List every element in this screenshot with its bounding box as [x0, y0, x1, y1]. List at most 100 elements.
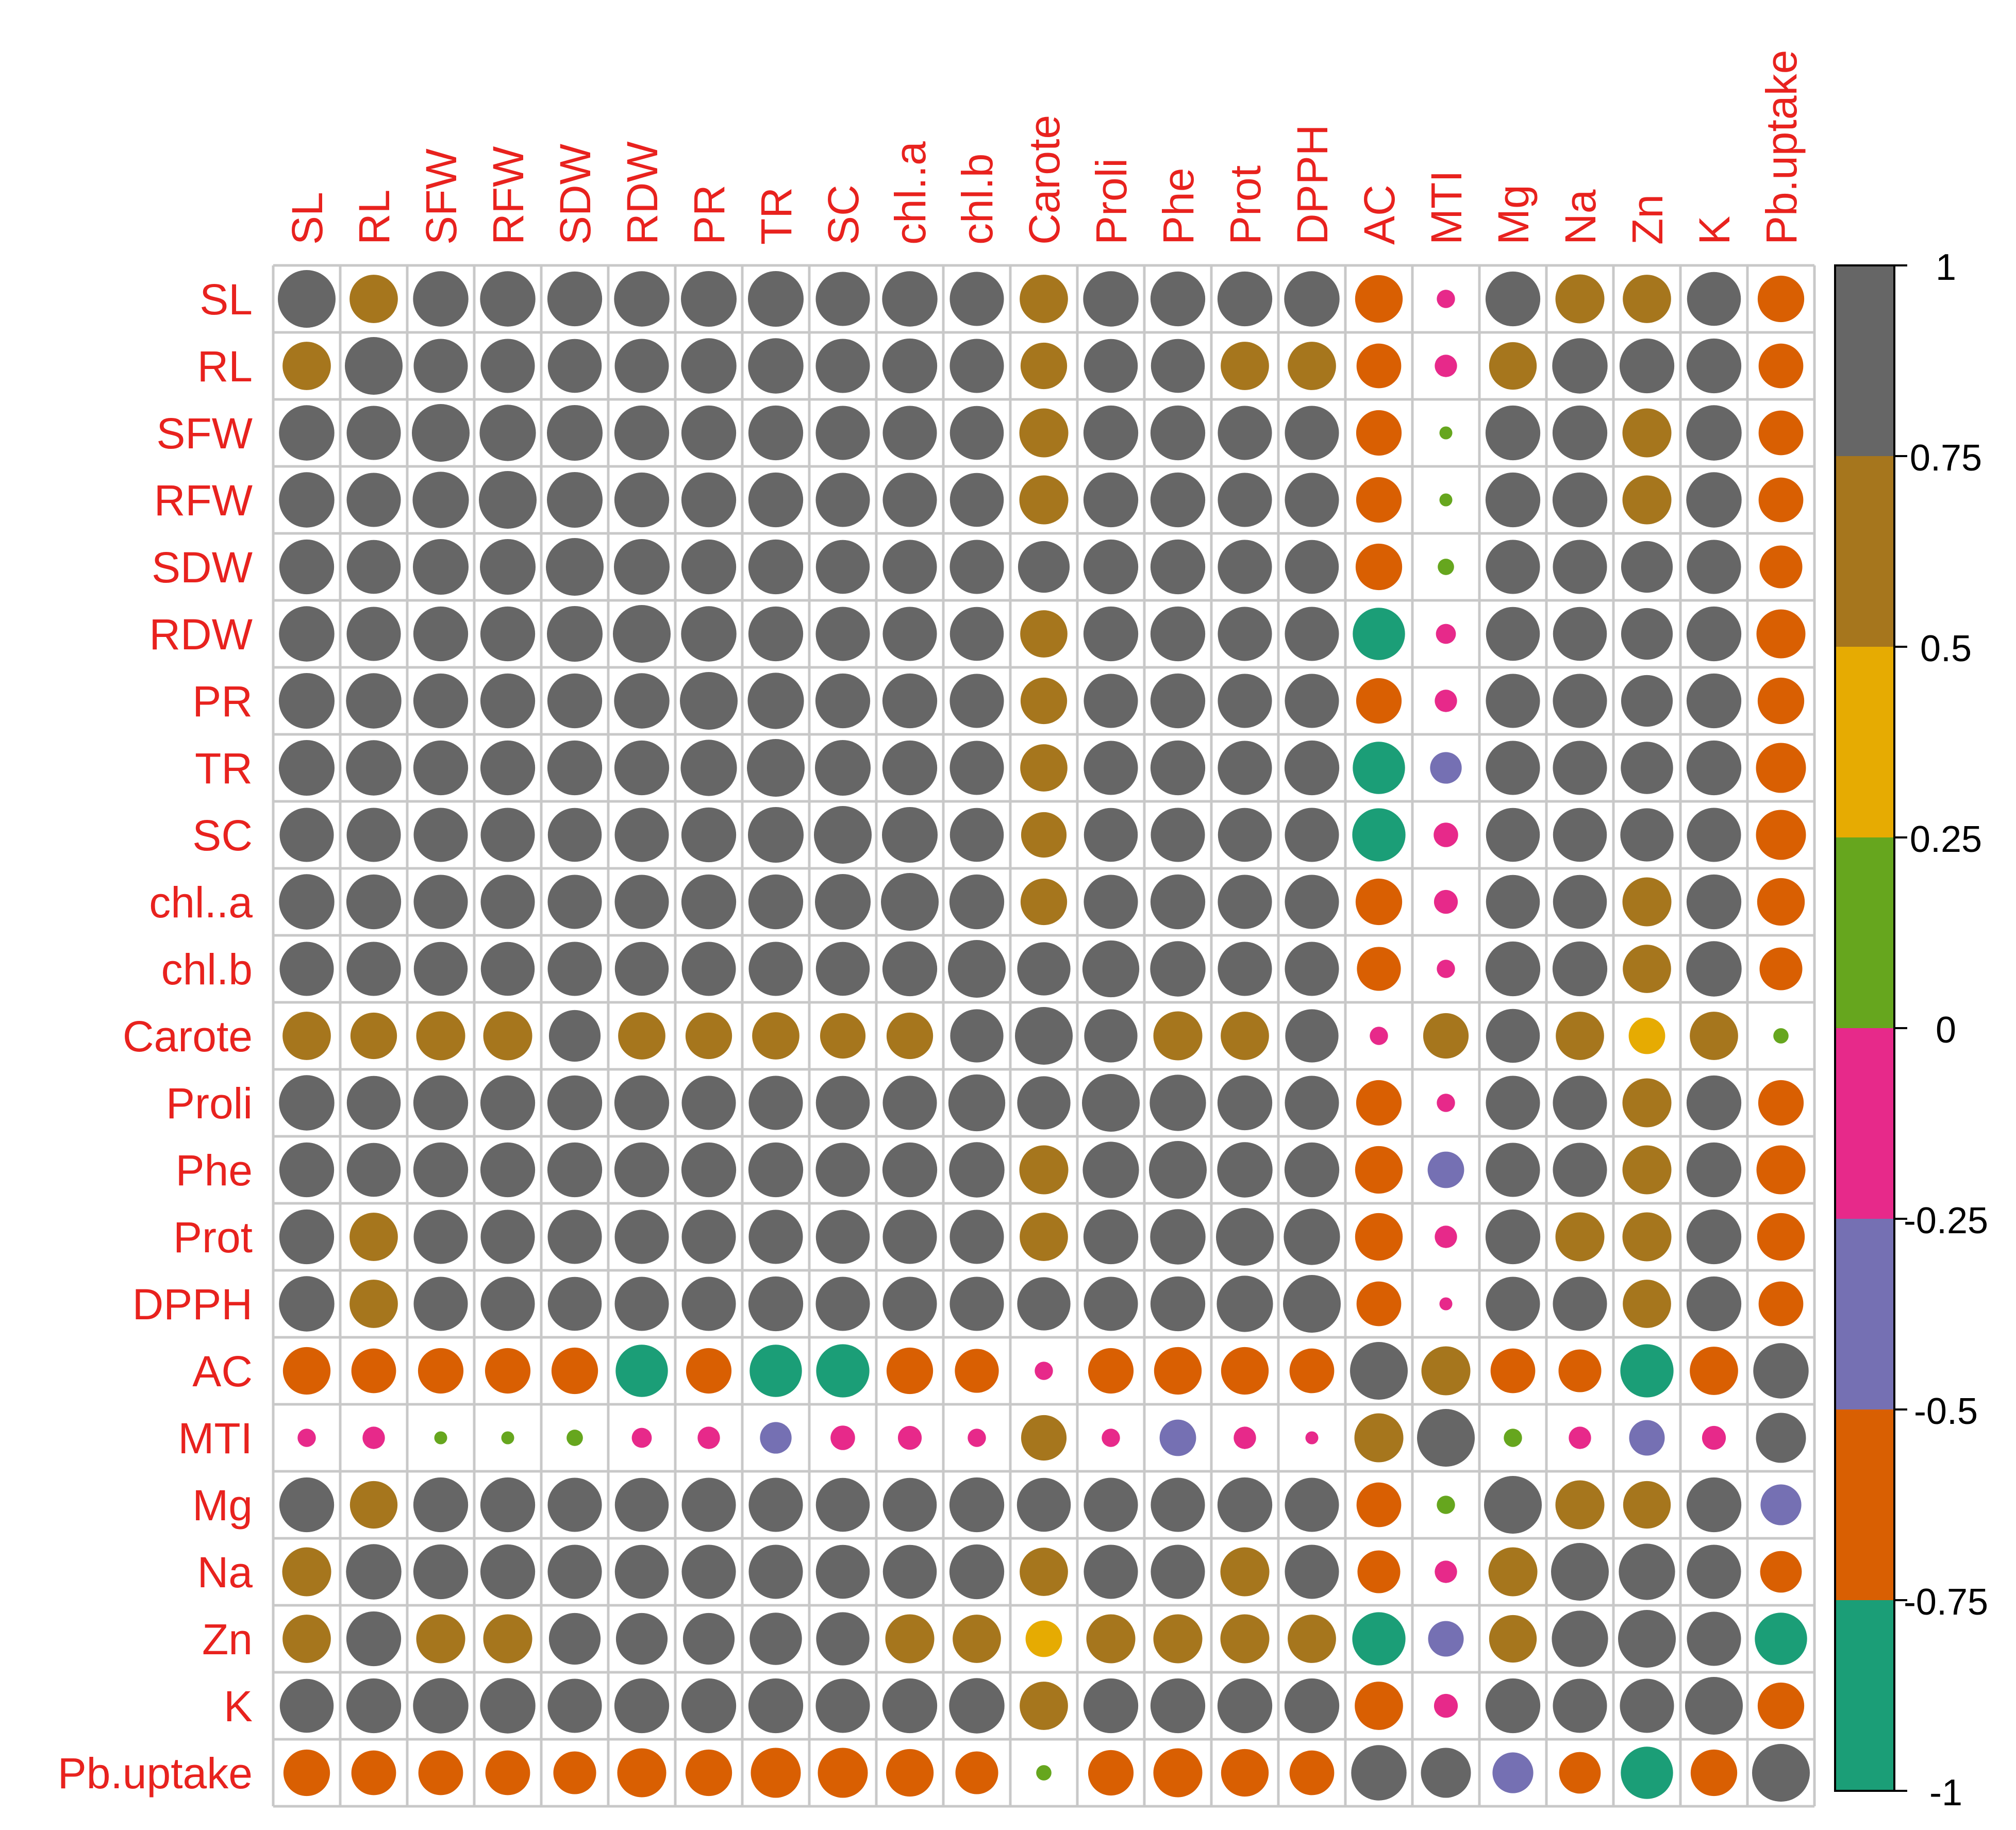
corr-circle-AC-RL	[351, 1348, 396, 1394]
row-label-SL: SL	[199, 275, 253, 324]
row-label-RL: RL	[197, 342, 253, 391]
corr-circle-RL-AC	[1356, 343, 1402, 389]
corr-circle-Pb.uptake-chl.b	[955, 1751, 998, 1794]
corr-circle-RDW-PR	[681, 606, 737, 662]
corr-circle-K-Na	[1553, 1678, 1607, 1733]
corr-circle-SDW-chl.b	[949, 540, 1004, 594]
corr-circle-SL-RDW	[614, 271, 670, 327]
corr-circle-SDW-Carote	[1018, 541, 1070, 593]
corr-circle-Prot-TR	[748, 1210, 803, 1264]
corr-circle-Proli-TR	[748, 1076, 803, 1130]
corr-circle-chl.b-AC	[1357, 947, 1401, 991]
corr-circle-DPPH-chl.b	[949, 1277, 1004, 1331]
row-label-chl.b: chl.b	[161, 945, 253, 994]
corr-circle-AC-K	[1690, 1347, 1738, 1395]
row-label-DPPH: DPPH	[132, 1280, 253, 1329]
corr-circle-RDW-MTI	[1436, 624, 1456, 644]
corr-circle-SFW-chl..a	[882, 406, 937, 460]
col-label-SDW: SDW	[551, 144, 599, 245]
corr-circle-Prot-SFW	[413, 1210, 468, 1264]
corr-circle-SFW-PR	[681, 405, 737, 461]
corr-circle-K-Prot	[1217, 1678, 1273, 1734]
corr-circle-TR-Pb.uptake	[1756, 743, 1806, 793]
corr-circle-SC-SC	[814, 806, 872, 864]
corr-circle-Pb.uptake-Phe	[1153, 1748, 1203, 1798]
corr-circle-chl.b-SL	[279, 942, 334, 996]
col-label-SL: SL	[283, 192, 331, 245]
corr-circle-chl.b-SC	[815, 942, 870, 996]
corr-circle-Zn-SDW	[548, 1613, 601, 1665]
corr-circle-SC-SDW	[547, 808, 602, 862]
corr-circle-Mg-SC	[815, 1478, 870, 1532]
corr-circle-SDW-Zn	[1621, 541, 1673, 593]
corr-circle-Carote-DPPH	[1285, 1009, 1339, 1063]
corr-circle-PR-Mg	[1486, 674, 1540, 728]
corr-circle-RL-TR	[748, 338, 804, 394]
legend-tick-label: -0.75	[1904, 1582, 1988, 1623]
corr-circle-SC-MTI	[1434, 822, 1458, 847]
corr-circle-DPPH-PR	[681, 1277, 736, 1331]
corr-circle-SC-PR	[681, 807, 737, 863]
corr-circle-Na-Prot	[1220, 1547, 1270, 1597]
corr-circle-MTI-DPPH	[1305, 1431, 1319, 1445]
corr-circle-SFW-Phe	[1150, 405, 1206, 461]
corr-circle-Proli-SFW	[413, 1075, 469, 1131]
corr-circle-RFW-Proli	[1083, 472, 1139, 528]
corr-circle-Na-RDW	[614, 1544, 669, 1599]
corr-circle-RL-chl..a	[882, 338, 938, 394]
col-label-RFW: RFW	[484, 146, 532, 245]
corr-circle-MTI-SFW	[434, 1431, 447, 1445]
corr-circle-Phe-Zn	[1622, 1145, 1672, 1195]
corr-circle-TR-DPPH	[1284, 740, 1340, 796]
corr-circle-SDW-Pb.uptake	[1759, 545, 1803, 589]
corr-circle-SFW-K	[1686, 405, 1742, 461]
row-label-RFW: RFW	[154, 476, 253, 525]
corr-circle-K-RFW	[480, 1678, 536, 1734]
corr-circle-Prot-Mg	[1485, 1209, 1541, 1265]
corr-circle-Prot-MTI	[1435, 1225, 1457, 1248]
corr-circle-MTI-Phe	[1159, 1419, 1196, 1456]
corr-circle-Pb.uptake-PR	[685, 1749, 732, 1797]
corr-circle-Carote-Phe	[1153, 1011, 1203, 1061]
col-label-Proli: Proli	[1087, 158, 1136, 245]
corr-circle-RL-SL	[282, 342, 331, 390]
corr-circle-SL-SFW	[413, 271, 469, 327]
corr-circle-PR-SDW	[547, 673, 603, 729]
corr-circle-Zn-AC	[1352, 1612, 1406, 1666]
legend-swatch	[1835, 1219, 1894, 1409]
corr-circle-K-K	[1685, 1677, 1743, 1735]
corr-circle-SDW-Proli	[1083, 539, 1139, 595]
corr-circle-Mg-Prot	[1217, 1477, 1273, 1533]
corr-circle-Phe-TR	[748, 1142, 804, 1198]
corr-circle-SC-chl.b	[949, 808, 1004, 862]
corr-circle-Prot-AC	[1355, 1213, 1403, 1261]
corr-circle-Carote-chl.b	[950, 1009, 1004, 1063]
corr-circle-chl..a-SC	[814, 874, 871, 930]
corr-circle-Carote-Prot	[1221, 1012, 1269, 1060]
corr-circle-Proli-chl..a	[882, 1076, 937, 1130]
corr-circle-PR-Carote	[1020, 677, 1068, 725]
corr-circle-RDW-SFW	[413, 606, 469, 662]
corr-circle-Phe-PR	[681, 1142, 737, 1198]
corr-circle-SFW-RL	[346, 406, 401, 460]
corr-circle-MTI-PR	[697, 1426, 720, 1449]
row-label-AC: AC	[192, 1347, 253, 1396]
corr-circle-Mg-TR	[748, 1478, 803, 1532]
corr-circle-SL-RL	[349, 275, 398, 323]
corr-circle-SC-RL	[346, 808, 401, 862]
corr-circle-RL-SFW	[413, 339, 468, 393]
corr-circle-SL-SL	[278, 270, 336, 328]
corr-circle-DPPH-SL	[279, 1276, 335, 1332]
corr-circle-SDW-chl..a	[882, 540, 937, 594]
corr-circle-RFW-DPPH	[1285, 473, 1339, 527]
row-label-Phe: Phe	[176, 1146, 253, 1195]
corr-circle-K-Proli	[1083, 1678, 1139, 1734]
row-label-Prot: Prot	[173, 1213, 253, 1262]
corr-circle-K-RDW	[614, 1678, 670, 1734]
corr-circle-Carote-SFW	[416, 1011, 465, 1061]
corr-circle-SFW-SL	[279, 405, 335, 461]
corr-circle-K-Carote	[1020, 1682, 1068, 1730]
corr-circle-chl.b-Carote	[1017, 942, 1071, 996]
corr-circle-TR-chl.b	[949, 741, 1004, 795]
corr-circle-Proli-RFW	[480, 1075, 536, 1131]
